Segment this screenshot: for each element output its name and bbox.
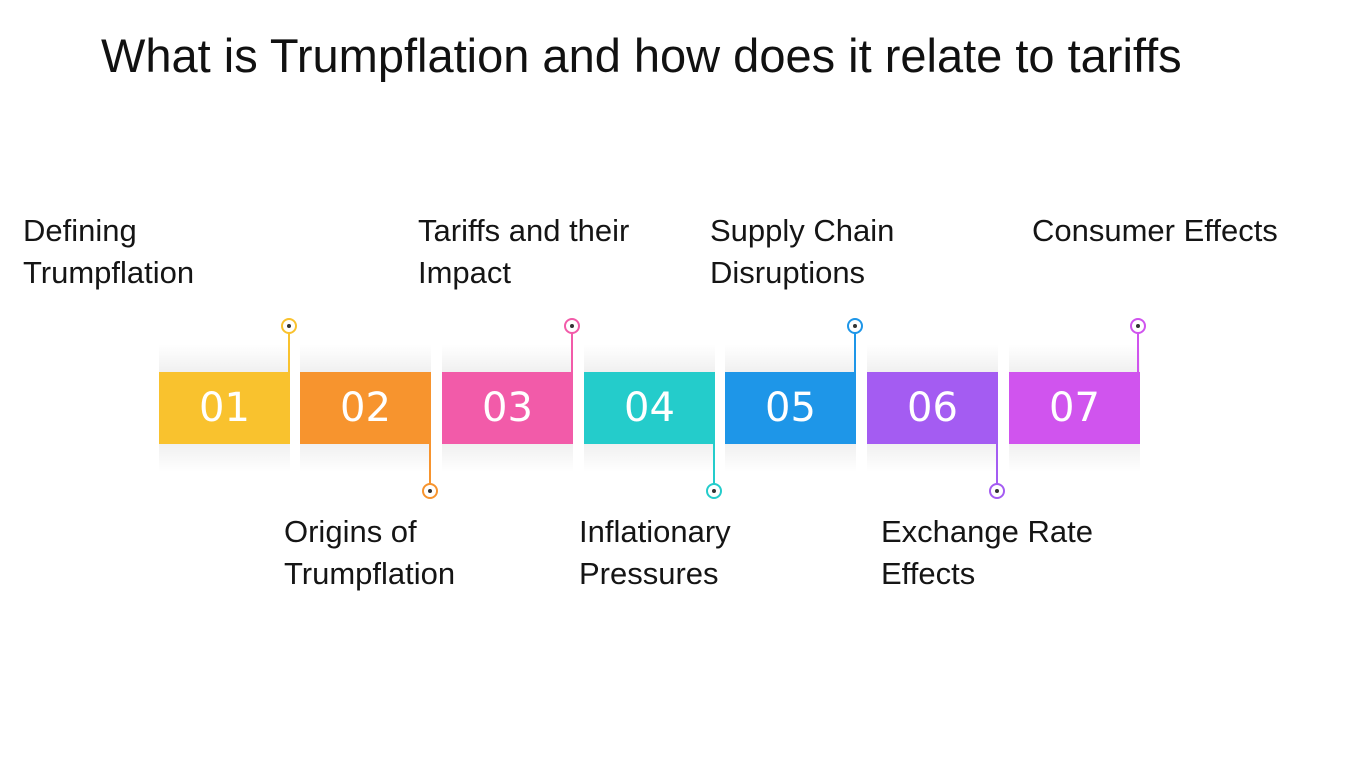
connector-line-04 [713, 444, 715, 484]
step-number-01: 01 [199, 385, 250, 431]
connector-line-06 [996, 444, 998, 484]
connector-line-05 [854, 332, 856, 372]
step-label-05: Supply Chain Disruptions [710, 213, 895, 290]
step-label-04: Inflationary Pressures [579, 514, 731, 591]
connector-dot-06 [989, 483, 1005, 499]
step-label-02: Origins of Trumpflation [284, 514, 456, 591]
step-number-03: 03 [482, 385, 533, 431]
step-label-01: Defining Trumpflation [23, 213, 195, 290]
connector-line-07 [1137, 332, 1139, 372]
connector-dot-04 [706, 483, 722, 499]
step-block-07: 07 [1009, 344, 1140, 472]
connector-dot-01 [281, 318, 297, 334]
step-label-06: Exchange Rate Effects [881, 514, 1093, 591]
step-block-04: 04 [584, 344, 715, 472]
connector-line-01 [288, 332, 290, 372]
step-number-06: 06 [907, 385, 958, 431]
step-number-02: 02 [340, 385, 391, 431]
step-number-05: 05 [765, 385, 816, 431]
step-block-06: 06 [867, 344, 998, 472]
connector-dot-07 [1130, 318, 1146, 334]
connector-line-02 [429, 444, 431, 484]
connector-dot-05 [847, 318, 863, 334]
step-block-02: 02 [300, 344, 431, 472]
step-block-05: 05 [725, 344, 856, 472]
step-number-04: 04 [624, 385, 675, 431]
step-block-03: 03 [442, 344, 573, 472]
step-number-07: 07 [1049, 385, 1100, 431]
step-block-01: 01 [159, 344, 290, 472]
page-title: What is Trumpflation and how does it rel… [101, 29, 1182, 82]
connector-line-03 [571, 332, 573, 372]
step-label-07: Consumer Effects [1032, 213, 1278, 248]
step-label-03: Tariffs and their Impact [418, 213, 630, 290]
connector-dot-02 [422, 483, 438, 499]
connector-dot-03 [564, 318, 580, 334]
